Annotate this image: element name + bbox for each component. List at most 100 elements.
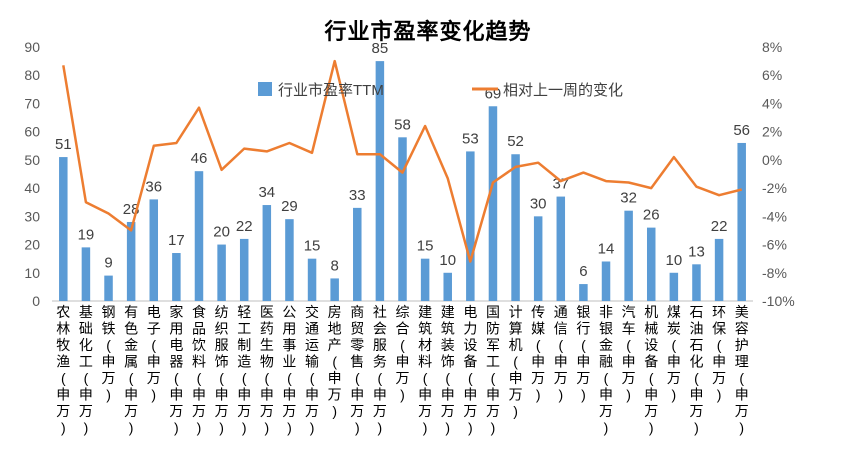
bar-data-label: 22 (236, 218, 253, 235)
category-label: 农林牧渔(申万) (56, 304, 70, 436)
bar-data-label: 53 (462, 130, 479, 147)
bar (556, 196, 566, 301)
bar-data-label: 26 (643, 207, 660, 224)
bar (579, 284, 588, 301)
legend-label-line: 相对上一周的变化 (503, 82, 623, 99)
bar-data-label: 36 (145, 178, 162, 195)
left-axis-tick-label: 10 (24, 265, 40, 281)
bar (533, 216, 543, 301)
bar (285, 219, 294, 301)
category-label: 美容护理(申万) (735, 304, 749, 436)
bar (714, 238, 724, 301)
bar (646, 227, 656, 301)
bar (737, 142, 746, 301)
bar-data-label: 56 (733, 122, 750, 139)
bar-data-label: 46 (191, 150, 208, 167)
left-axis-tick-label: 40 (24, 180, 40, 196)
bar-data-label: 8 (330, 257, 338, 274)
category-label: 电子(申万) (147, 304, 161, 403)
category-label: 银行(申万) (576, 304, 590, 403)
right-axis-tick-label: 0% (762, 152, 782, 168)
category-label: 家用电器(申万) (169, 304, 183, 436)
bar (81, 247, 91, 301)
bar (126, 221, 136, 301)
chart-title: 行业市盈率变化趋势 (324, 19, 532, 44)
left-axis-tick-label: 0 (32, 293, 40, 309)
category-label: 传媒(申万) (531, 304, 545, 403)
category-label: 煤炭(申万) (667, 304, 681, 403)
category-label: 钢铁(申万) (102, 304, 116, 403)
bar (217, 244, 226, 301)
category-label: 非银金融(申万) (599, 304, 613, 436)
category-label: 建筑材料(申万) (418, 304, 432, 436)
category-label: 医药生物(申万) (260, 304, 274, 436)
bar-data-label: 29 (281, 198, 298, 215)
bar-data-label: 20 (213, 224, 230, 241)
bar-data-label: 34 (258, 184, 275, 201)
bar (420, 258, 430, 301)
category-label: 汽车(申万) (622, 304, 636, 403)
bar-data-label: 14 (598, 240, 615, 257)
left-axis-tick-label: 50 (24, 152, 40, 168)
bar-data-label: 52 (507, 133, 524, 150)
right-axis-tick-label: -10% (762, 293, 795, 309)
right-axis-tick-label: 8% (762, 39, 782, 55)
bar-data-label: 33 (349, 187, 366, 204)
bar-data-label: 19 (78, 226, 95, 243)
bar-data-label: 32 (620, 190, 637, 207)
bar (330, 278, 339, 301)
left-axis-tick-label: 70 (24, 95, 40, 111)
left-axis-tick-label: 80 (24, 67, 40, 83)
category-label: 房地产(申万) (328, 304, 342, 419)
category-label: 国防军工(申万) (486, 304, 500, 436)
category-label: 纺织服饰(申万) (215, 304, 229, 436)
category-label: 石油石化(申万) (689, 304, 703, 436)
bar (104, 275, 113, 301)
bar (669, 272, 679, 301)
category-label: 商贸零售(申万) (350, 304, 364, 436)
bar (601, 261, 611, 301)
right-axis-tick-label: 4% (762, 95, 782, 111)
category-label: 环保(申万) (712, 304, 726, 403)
bar (239, 238, 249, 301)
category-label: 公用事业(申万) (282, 304, 296, 436)
bar-data-label: 9 (104, 255, 112, 272)
left-axis-tick-label: 60 (24, 124, 40, 140)
right-axis-tick-label: -8% (762, 265, 787, 281)
category-label: 通信(申万) (554, 304, 568, 403)
category-label: 建筑装饰(申万) (441, 304, 455, 436)
left-axis-tick-label: 90 (24, 39, 40, 55)
bar (194, 171, 204, 301)
bar (375, 61, 385, 301)
bar (59, 157, 68, 301)
bar-data-label: 85 (372, 40, 389, 57)
category-label: 交通运输(申万) (305, 304, 319, 436)
bar (624, 210, 633, 301)
bar (692, 264, 701, 301)
bar-data-label: 10 (666, 252, 683, 269)
right-axis-tick-label: -2% (762, 180, 787, 196)
legend-label-bar: 行业市盈率TTM (278, 82, 384, 99)
bar (511, 154, 520, 301)
category-label: 综合(申万) (396, 304, 410, 403)
bar (398, 137, 407, 301)
category-label: 食品饮料(申万) (192, 304, 206, 436)
bar-data-label: 15 (417, 238, 434, 255)
bar (149, 199, 159, 301)
right-axis-tick-label: 6% (762, 67, 782, 83)
bar-data-label: 58 (394, 116, 411, 133)
bar-data-label: 17 (168, 232, 185, 249)
line-series-change (62, 59, 743, 263)
right-axis-tick-label: -4% (762, 208, 787, 224)
right-axis-tick-label: -6% (762, 237, 787, 253)
bar (488, 106, 498, 302)
category-label: 有色金属(申万) (124, 304, 138, 436)
right-axis-tick-label: 2% (762, 124, 782, 140)
category-label: 计算机(申万) (509, 304, 523, 419)
category-label: 机械设备(申万) (644, 304, 658, 436)
bar-data-label: 15 (304, 238, 321, 255)
bar-data-label: 22 (711, 218, 728, 235)
category-label: 电力设备(申万) (463, 304, 477, 436)
bar (262, 205, 272, 301)
